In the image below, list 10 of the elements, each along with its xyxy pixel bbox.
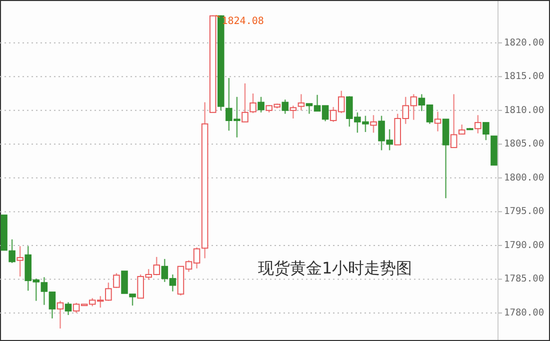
y-tick-label: 1820.00: [504, 37, 544, 48]
y-tick-label: 1795.00: [504, 206, 544, 218]
annotation: 现货黄金1小时走势图: [258, 258, 412, 278]
y-tick-label: 1785.00: [504, 274, 544, 285]
y-tick-label: 1805.00: [504, 138, 544, 150]
y-tick-label: 1790.00: [504, 240, 544, 251]
y-tick-label: 1780.00: [504, 307, 544, 318]
y-tick-label: 1815.00: [504, 71, 544, 82]
y-tick-label: 1800.00: [504, 172, 544, 184]
y-tick-label: 1810.00: [504, 104, 544, 116]
